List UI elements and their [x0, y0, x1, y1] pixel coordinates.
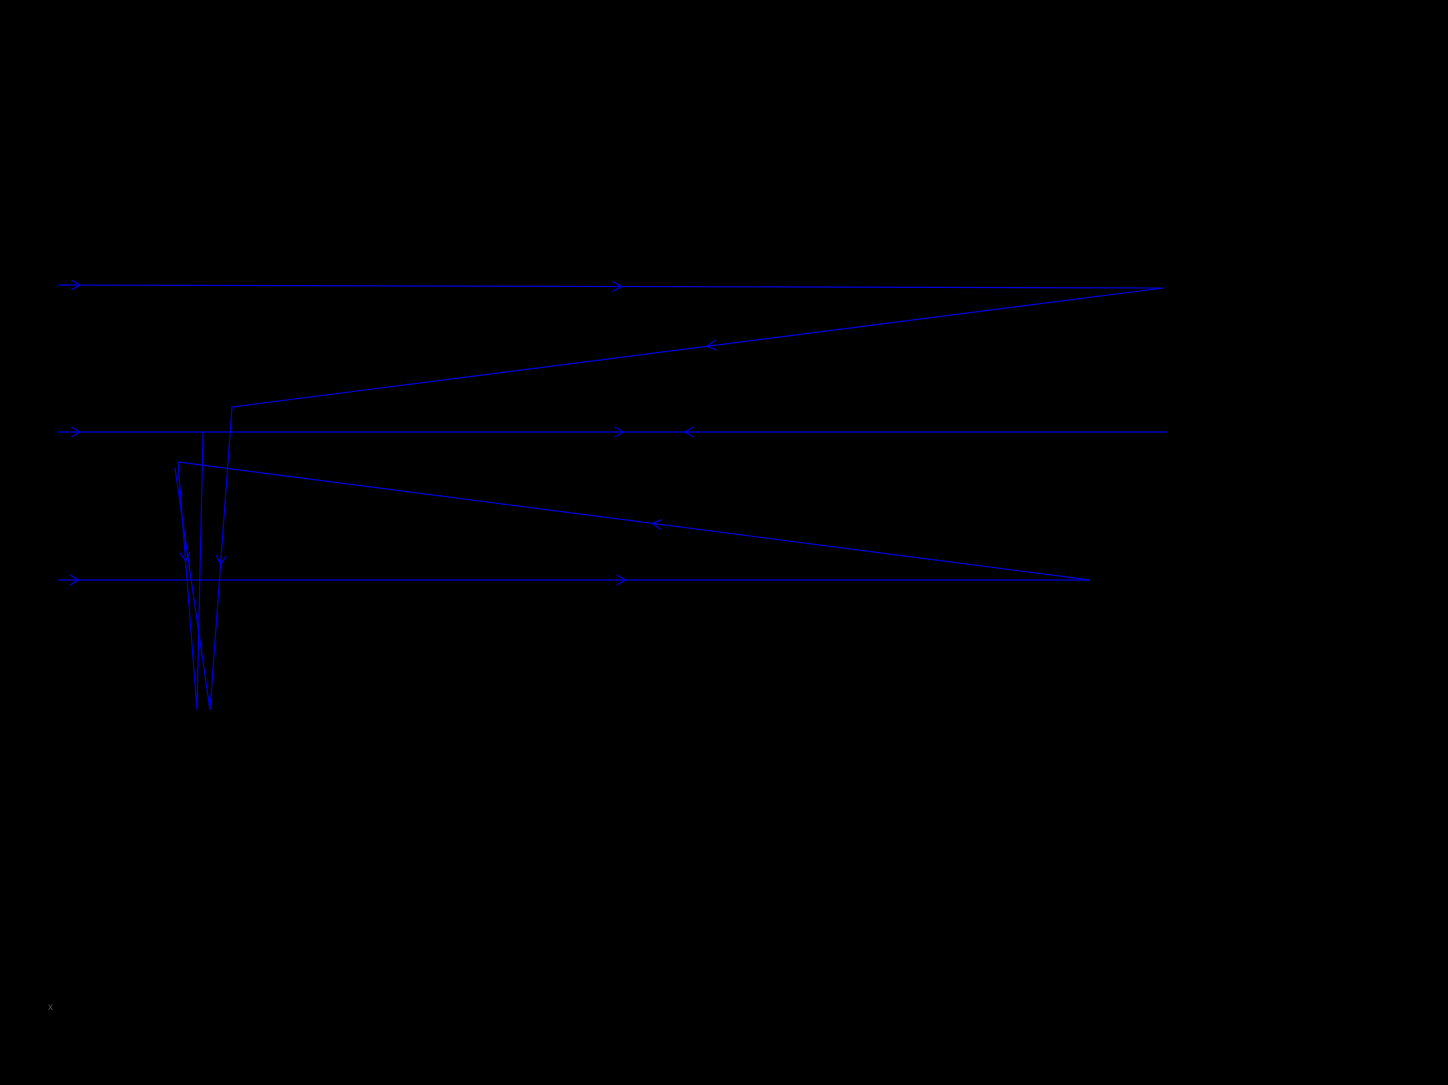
- arrow-top-line-1-wing-a: [613, 287, 622, 292]
- arrow-top-return-and-dip-1-wing-a: [216, 555, 220, 564]
- arrow-mid-line-back-arrow-0-wing-b: [685, 432, 694, 437]
- arrow-mid-line-back-arrow-0-wing-a: [685, 427, 694, 432]
- arrow-bottom-return-and-dip-0-wing-a: [652, 520, 662, 524]
- stream-plot: x: [0, 0, 1448, 1085]
- arrow-bottom-line-0-wing-a: [70, 580, 79, 585]
- streamline-bottom-return-and-dip: [178, 432, 1090, 710]
- arrow-bottom-line-1-wing-b: [617, 575, 626, 580]
- arrow-mid-line-right-0-wing-b: [71, 427, 80, 432]
- arrow-mid-line-right-0-wing-a: [71, 432, 80, 437]
- streamline-top-line: [58, 285, 1163, 288]
- arrow-top-line-1-wing-b: [613, 282, 622, 287]
- arrow-mid-line-right-1-wing-b: [615, 427, 624, 432]
- streamline-top-return-and-dip: [175, 288, 1163, 710]
- arrow-bottom-line-1-wing-a: [617, 580, 626, 585]
- arrow-top-line-0-wing-b: [71, 280, 80, 285]
- axis-label-x: x: [48, 1002, 53, 1013]
- arrow-top-line-0-wing-a: [71, 285, 80, 290]
- arrow-bottom-line-0-wing-b: [70, 575, 79, 580]
- arrow-mid-line-right-1-wing-a: [615, 432, 624, 437]
- arrow-top-return-and-dip-0-wing-b: [707, 346, 717, 350]
